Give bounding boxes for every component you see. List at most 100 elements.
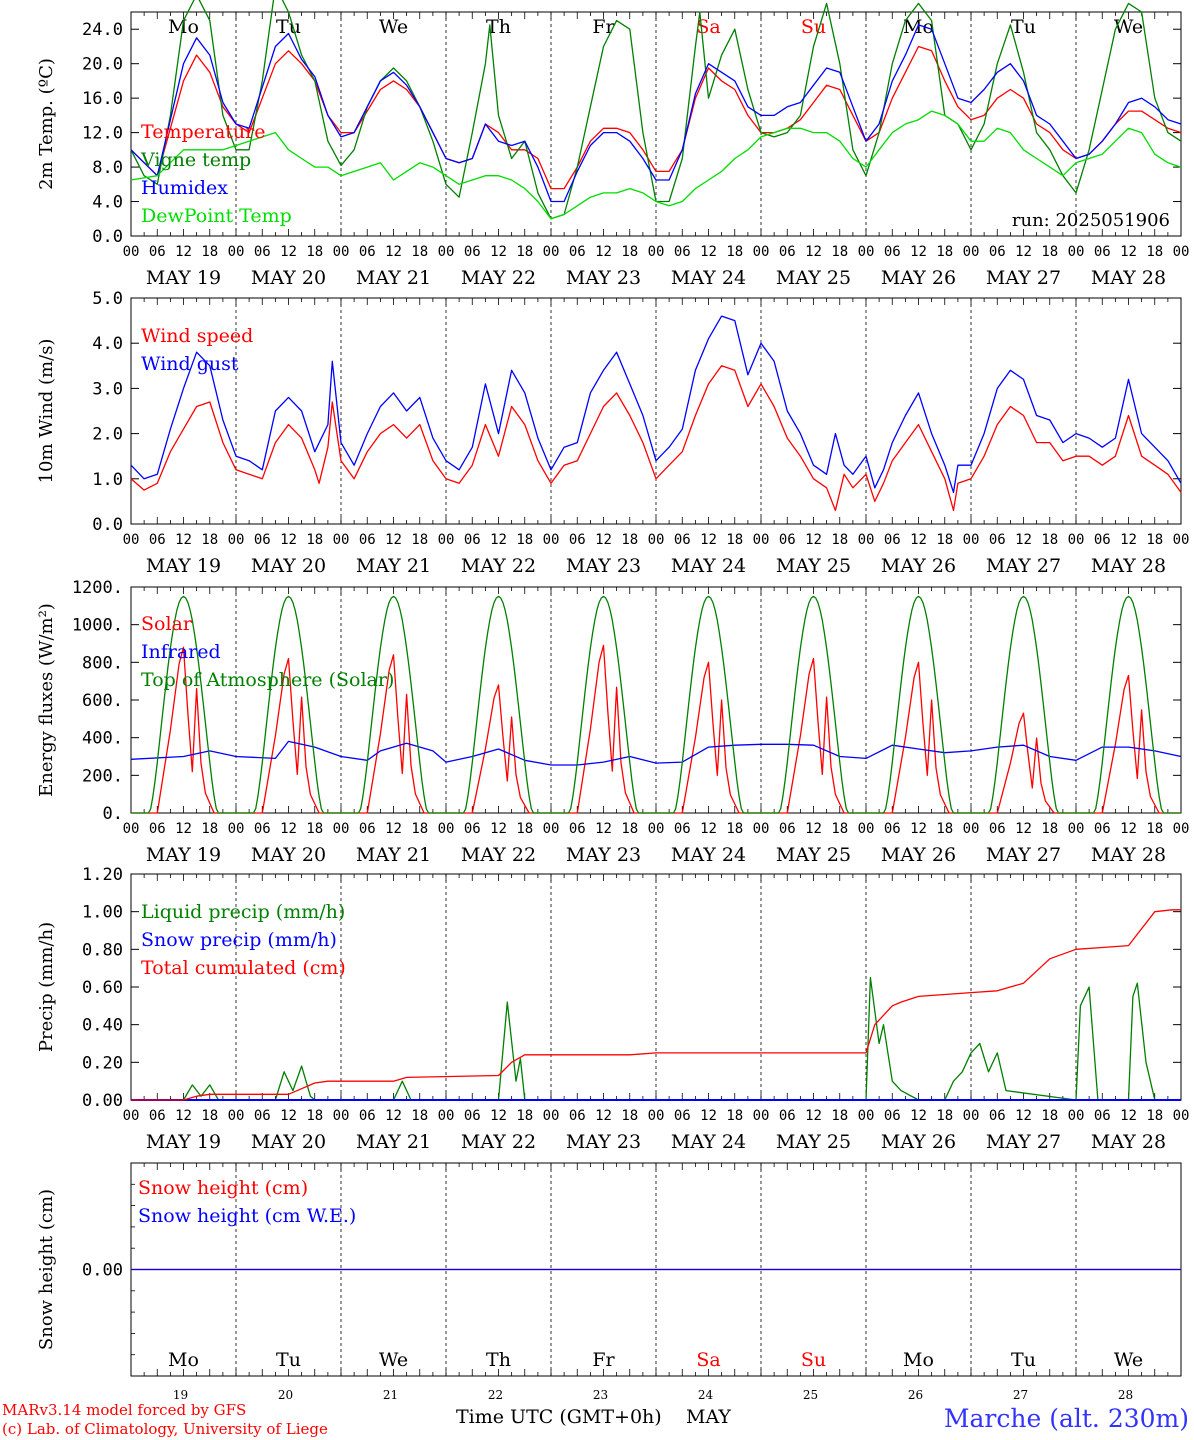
hour-label: 18 <box>936 1108 953 1124</box>
date-label: MAY 28 <box>1091 555 1166 577</box>
hour-label: 00 <box>333 821 350 837</box>
date-label: MAY 28 <box>1091 267 1166 289</box>
hour-label: 18 <box>306 244 323 260</box>
hour-label: 12 <box>1015 1108 1032 1124</box>
hour-label: 18 <box>1146 1108 1163 1124</box>
date-label: MAY 27 <box>986 267 1061 289</box>
date-label: MAY 26 <box>881 267 956 289</box>
hour-label: 00 <box>123 532 140 548</box>
bottom-day-name: Su <box>801 1349 826 1371</box>
hour-label: 06 <box>569 244 586 260</box>
hour-label: 18 <box>411 1108 428 1124</box>
hour-label: 00 <box>858 244 875 260</box>
hour-label: 00 <box>648 821 665 837</box>
hour-label: 18 <box>726 532 743 548</box>
date-label: MAY 24 <box>671 267 746 289</box>
y-tick-label: 20.0 <box>82 55 123 75</box>
date-label: MAY 26 <box>881 1131 956 1153</box>
hour-label: 12 <box>595 1108 612 1124</box>
day-name-label: Tu <box>1011 16 1036 38</box>
hour-label: 18 <box>831 1108 848 1124</box>
hour-label: 00 <box>1173 532 1190 548</box>
y-tick-label: 0. <box>103 804 123 824</box>
hour-label: 18 <box>201 244 218 260</box>
y-tick-label: 24.0 <box>82 20 123 40</box>
date-label: MAY 24 <box>671 1131 746 1153</box>
hour-label: 00 <box>123 1108 140 1124</box>
y-tick-label: 0.0 <box>92 515 123 535</box>
y-tick-label: 0.80 <box>82 940 123 960</box>
hour-label: 12 <box>595 821 612 837</box>
hour-label: 00 <box>648 532 665 548</box>
series-line-infrared <box>130 740 1182 766</box>
panel-1: 0.0 4.0 8.0 12.0 16.0 20.0 24.0 2m Temp. (ºC) 00… <box>36 0 1189 289</box>
date-label: MAY 27 <box>986 555 1061 577</box>
hour-label: 06 <box>779 821 796 837</box>
hour-label: 12 <box>175 244 192 260</box>
hour-label: 12 <box>280 532 297 548</box>
hour-label: 00 <box>1068 1108 1085 1124</box>
hour-label: 18 <box>1146 821 1163 837</box>
hour-label: 00 <box>228 1108 245 1124</box>
bottom-day-number: 20 <box>278 1388 293 1402</box>
hour-label: 00 <box>1068 532 1085 548</box>
date-label: MAY 23 <box>566 555 641 577</box>
hour-label: 12 <box>910 821 927 837</box>
hour-label: 06 <box>464 821 481 837</box>
copyright: (c) Lab. of Climatology, University of L… <box>2 1420 328 1438</box>
date-label: MAY 24 <box>671 555 746 577</box>
bottom-day-number: 23 <box>593 1388 608 1402</box>
hour-label: 18 <box>516 1108 533 1124</box>
hour-label: 00 <box>858 532 875 548</box>
series-line-top-of-atmosphere-solar- <box>131 595 1181 814</box>
hour-label: 06 <box>359 821 376 837</box>
date-label: MAY 20 <box>251 267 326 289</box>
y-tick-label: 1.00 <box>82 903 123 923</box>
hour-label: 00 <box>1068 821 1085 837</box>
hour-label: 18 <box>1146 532 1163 548</box>
hour-label: 06 <box>884 821 901 837</box>
hour-label: 00 <box>543 532 560 548</box>
hour-label: 18 <box>516 532 533 548</box>
run-annotation: run: 2025051906 <box>1012 210 1170 231</box>
hour-label: 06 <box>884 532 901 548</box>
hour-label: 12 <box>700 821 717 837</box>
date-label: MAY 28 <box>1091 1131 1166 1153</box>
hour-label: 06 <box>359 244 376 260</box>
hour-label: 12 <box>1120 821 1137 837</box>
hour-label: 00 <box>333 532 350 548</box>
hour-label: 12 <box>490 821 507 837</box>
y-tick-label: 0.00 <box>82 1261 123 1281</box>
hour-label: 00 <box>1068 244 1085 260</box>
hour-label: 12 <box>910 532 927 548</box>
date-label: MAY 25 <box>776 1131 851 1153</box>
y-axis-label: Snow height (cm) <box>36 1189 57 1350</box>
hour-label: 06 <box>779 244 796 260</box>
hour-label: 00 <box>963 821 980 837</box>
date-label: MAY 21 <box>356 267 431 289</box>
hour-label: 18 <box>1041 532 1058 548</box>
hour-label: 00 <box>438 821 455 837</box>
hour-label: 12 <box>385 532 402 548</box>
hour-label: 06 <box>359 1108 376 1124</box>
bottom-day-name: Mo <box>903 1349 934 1371</box>
day-name-label: Fr <box>592 16 615 38</box>
date-label: MAY 21 <box>356 1131 431 1153</box>
hour-label: 00 <box>963 244 980 260</box>
day-name-label: Su <box>801 16 826 38</box>
legend-entry: Total cumulated (cm) <box>141 957 346 979</box>
hour-label: 12 <box>385 1108 402 1124</box>
date-label: MAY 26 <box>881 555 956 577</box>
hour-label: 00 <box>228 821 245 837</box>
date-label: MAY 24 <box>671 844 746 866</box>
hour-label: 00 <box>123 821 140 837</box>
bottom-day-number: 19 <box>173 1388 188 1402</box>
date-label: MAY 22 <box>461 844 536 866</box>
hour-label: 12 <box>1015 532 1032 548</box>
hour-label: 06 <box>569 1108 586 1124</box>
hour-label: 06 <box>779 1108 796 1124</box>
hour-label: 06 <box>254 244 271 260</box>
hour-label: 18 <box>306 532 323 548</box>
hour-label: 12 <box>700 532 717 548</box>
bottom-day-number: 25 <box>803 1388 818 1402</box>
